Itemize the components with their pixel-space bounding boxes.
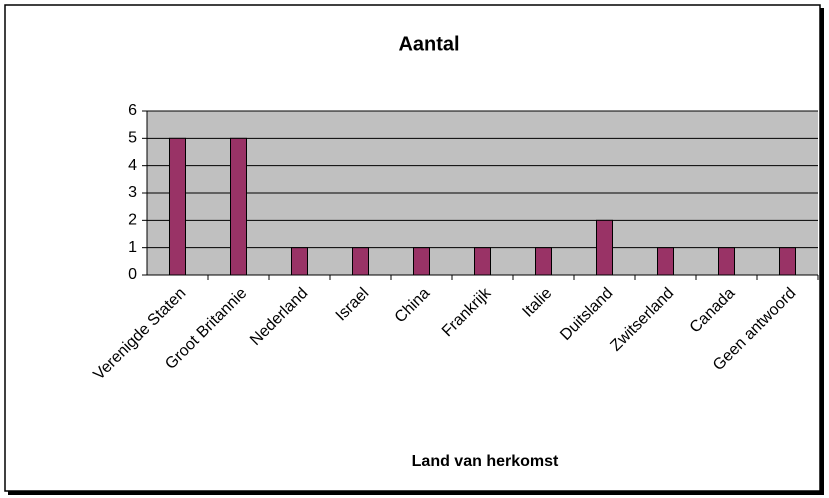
- bar: [169, 137, 186, 276]
- bar: [718, 247, 735, 276]
- y-tick-label: 3: [128, 184, 137, 201]
- bar: [535, 247, 552, 276]
- bar: [779, 247, 796, 276]
- bar: [657, 247, 674, 276]
- bar: [230, 137, 247, 276]
- y-tick-label: 4: [128, 157, 137, 174]
- bar: [413, 247, 430, 276]
- chart-title: Aantal: [398, 33, 459, 55]
- y-tick-label: 6: [128, 102, 137, 119]
- bar: [596, 219, 613, 276]
- y-tick-label: 0: [128, 266, 137, 283]
- bar: [474, 247, 491, 276]
- y-tick-label: 1: [128, 239, 137, 256]
- x-axis-label: Land van herkomst: [412, 453, 559, 470]
- y-tick-label: 2: [128, 212, 137, 229]
- bar: [291, 247, 308, 276]
- y-tick-label: 5: [128, 130, 137, 147]
- bar: [352, 247, 369, 276]
